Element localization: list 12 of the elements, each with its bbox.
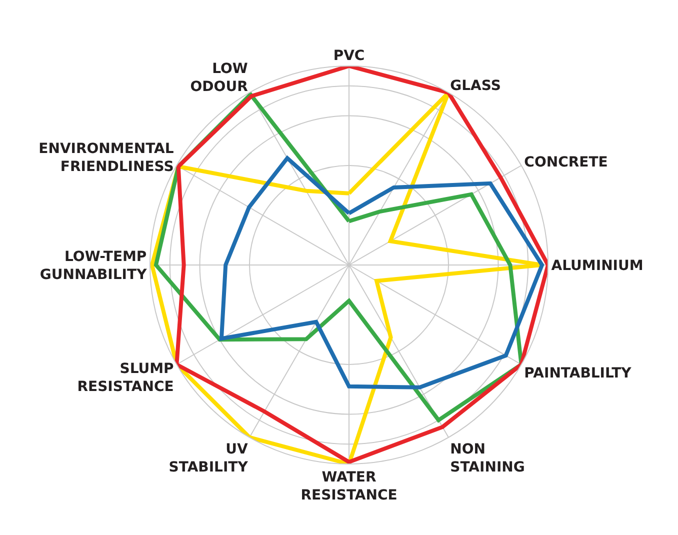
spoke-label: ALUMINIUM: [551, 258, 644, 274]
spoke-label: LOW ODOUR: [190, 60, 248, 96]
spoke-label: SLUMP RESISTANCE: [77, 360, 174, 396]
spoke-label: PVC: [333, 48, 365, 64]
spoke-label: UV STABILITY: [168, 442, 249, 476]
spoke-label: LOW-TEMP GUNNABILITY: [40, 248, 148, 283]
spoke-label: ENVIRONMENTAL FRIENDLINESS: [38, 141, 174, 176]
spoke-label: WATER RESISTANCE: [300, 469, 398, 504]
spoke-label: PAINTABLILTY: [524, 365, 632, 382]
spoke-label: CONCRETE: [524, 154, 608, 171]
spoke-label: NON STAINING: [450, 442, 525, 476]
spoke-label: GLASS: [450, 78, 501, 94]
